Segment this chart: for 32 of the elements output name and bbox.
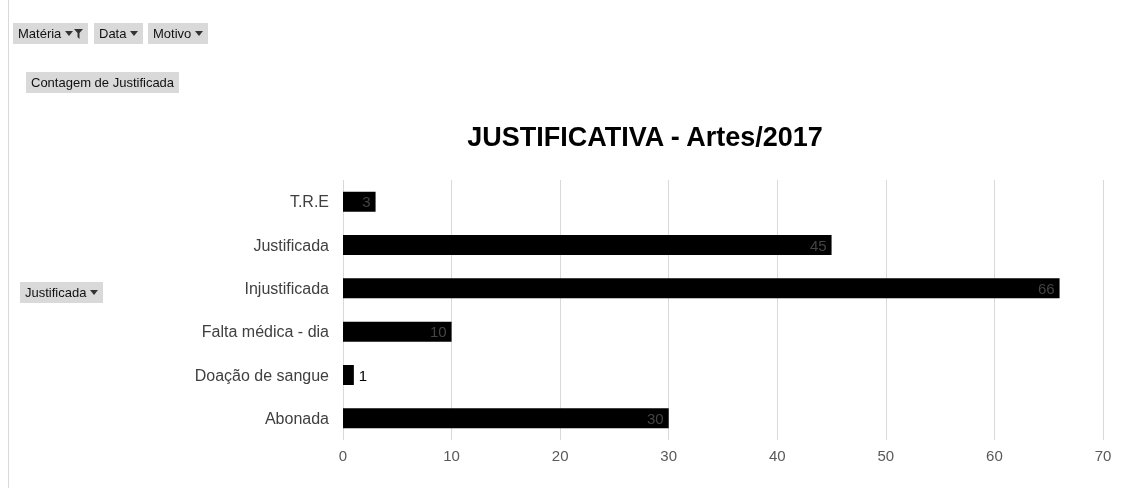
text: Motivo bbox=[148, 23, 209, 44]
y-tick-label: Injustificada bbox=[244, 279, 330, 297]
x-tick-label: 10 bbox=[443, 447, 460, 464]
data-label: 45 bbox=[809, 236, 827, 254]
y-tick-label: T.R.E bbox=[289, 193, 329, 211]
data-label: 66 bbox=[1037, 279, 1055, 297]
x-tick-label: 50 bbox=[877, 447, 895, 464]
bar bbox=[343, 191, 376, 212]
text: Contagem de Justificada bbox=[26, 72, 180, 93]
data-label: 30 bbox=[647, 409, 664, 427]
x-tick-label: 30 bbox=[660, 447, 678, 464]
y-tick-label: Justificada bbox=[253, 236, 330, 254]
bar bbox=[343, 408, 669, 429]
data-label: 10 bbox=[429, 323, 447, 341]
chart-title: JUSTIFICATIVA - Artes/2017 bbox=[467, 121, 823, 152]
y-tick-label: Falta médica - dia bbox=[201, 323, 330, 341]
x-tick-label: 60 bbox=[986, 447, 1003, 464]
x-tick-label: 20 bbox=[551, 447, 569, 464]
bar bbox=[343, 365, 354, 385]
y-tick-label: Abonada bbox=[264, 409, 330, 427]
bar bbox=[343, 278, 1060, 299]
x-tick-label: 40 bbox=[768, 447, 786, 464]
x-tick-label: 0 bbox=[338, 447, 348, 464]
y-tick-label: Doação de sangue bbox=[194, 366, 330, 384]
bar bbox=[343, 235, 832, 255]
text: Data bbox=[94, 23, 144, 44]
text: Justificada bbox=[20, 282, 104, 303]
bar bbox=[343, 321, 452, 342]
text: Matéria bbox=[13, 23, 89, 44]
data-label: 1 bbox=[358, 366, 368, 384]
x-tick-label: 70 bbox=[1094, 447, 1112, 464]
data-label: 3 bbox=[362, 193, 371, 211]
